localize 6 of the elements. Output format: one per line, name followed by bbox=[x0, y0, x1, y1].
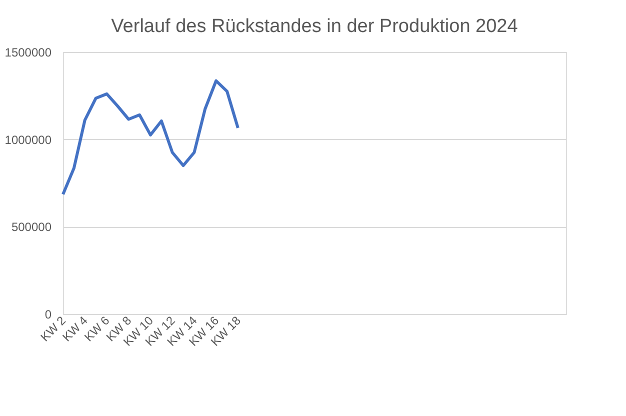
line-series bbox=[62, 79, 240, 196]
y-tick-label: 0 bbox=[44, 308, 52, 322]
y-tick-label: 1500000 bbox=[4, 46, 52, 60]
y-tick-label: 500000 bbox=[11, 220, 52, 234]
y-tick-label: 1000000 bbox=[4, 132, 52, 147]
chart-title: Verlauf des Rückstandes in der Produktion 2024 bbox=[111, 16, 518, 37]
